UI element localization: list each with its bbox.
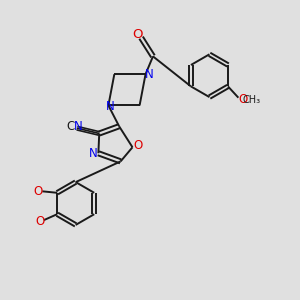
Text: C: C [66,120,74,133]
Text: O: O [35,215,44,228]
Text: O: O [34,185,43,198]
Text: N: N [106,100,114,113]
Text: O: O [133,139,142,152]
Text: O: O [132,28,143,40]
Text: CH₃: CH₃ [243,95,261,105]
Text: N: N [88,147,98,161]
Text: N: N [145,68,154,81]
Text: O: O [238,93,247,106]
Text: N: N [74,120,82,133]
